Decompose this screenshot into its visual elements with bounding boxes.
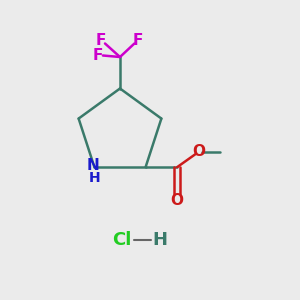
Text: F: F bbox=[92, 48, 103, 63]
Text: F: F bbox=[95, 33, 106, 48]
Text: Cl: Cl bbox=[112, 231, 131, 249]
Text: N: N bbox=[87, 158, 99, 173]
Text: F: F bbox=[133, 33, 143, 48]
Text: O: O bbox=[192, 144, 205, 159]
Text: H: H bbox=[88, 171, 100, 185]
Text: H: H bbox=[152, 231, 167, 249]
Text: O: O bbox=[171, 193, 184, 208]
